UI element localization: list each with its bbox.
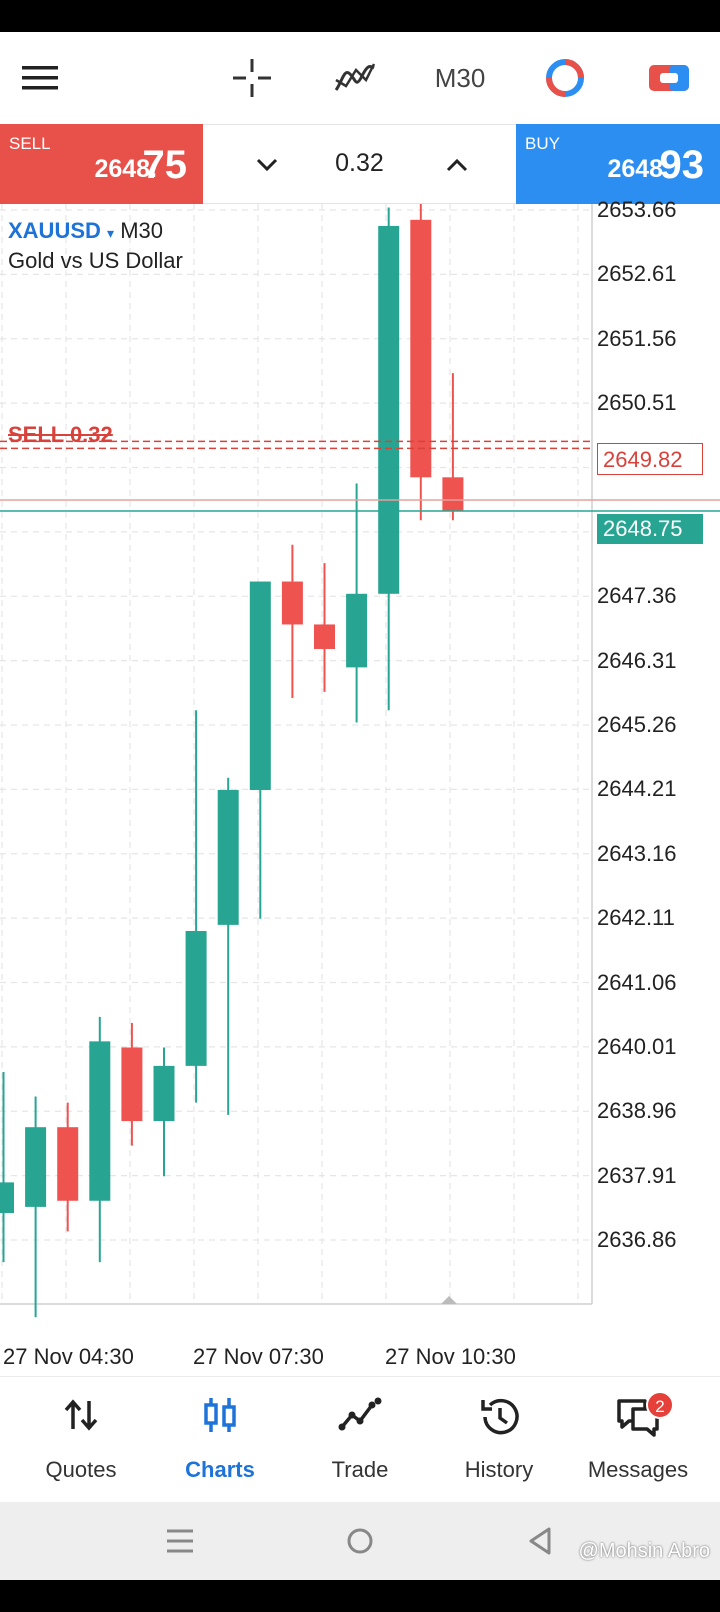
symbol-description: Gold vs US Dollar xyxy=(8,248,183,273)
symbol-timeframe: M30 xyxy=(120,218,163,243)
y-tick-label: 2646.31 xyxy=(597,647,677,673)
back-icon[interactable] xyxy=(523,1524,557,1558)
current-bar-marker xyxy=(441,1296,457,1304)
candle-body xyxy=(346,593,368,668)
nav-charts[interactable]: Charts xyxy=(150,1377,290,1503)
volume-value[interactable]: 0.32 xyxy=(335,149,384,177)
buy-price-prefix: 2648. xyxy=(607,155,670,183)
y-tick-label: 2653.66 xyxy=(597,197,677,222)
y-tick-label: 2637.91 xyxy=(597,1162,677,1188)
trade-panel: SELL 2648. 75 0.32 BUY 2648. 93 xyxy=(0,124,720,204)
candle-body xyxy=(378,225,400,594)
trade-icon xyxy=(290,1395,430,1435)
timeframe-button[interactable]: M30 xyxy=(434,62,486,93)
x-tick-label: 27 Nov 04:30 xyxy=(3,1344,134,1369)
system-navigation-bar xyxy=(0,1502,720,1580)
history-icon xyxy=(429,1395,569,1435)
nav-label-quotes: Quotes xyxy=(45,1457,117,1482)
nav-quotes[interactable]: Quotes xyxy=(11,1377,151,1503)
home-icon[interactable] xyxy=(343,1524,377,1558)
candle-body xyxy=(121,1047,143,1122)
nav-label-trade: Trade xyxy=(331,1457,389,1482)
candle-body xyxy=(0,1182,14,1214)
y-tick-label: 2651.56 xyxy=(597,325,677,351)
x-tick-label: 27 Nov 10:30 xyxy=(385,1344,516,1369)
candle-body xyxy=(217,789,239,925)
candle-body xyxy=(281,581,303,625)
y-tick-label: 2645.26 xyxy=(597,712,677,737)
watermark-text: @Mohsin Abro xyxy=(578,1540,710,1562)
one-click-trading-icon[interactable] xyxy=(644,32,694,124)
symbol-dropdown-icon[interactable]: ▾ xyxy=(107,225,115,241)
y-tick-label: 2642.11 xyxy=(597,905,675,931)
menu-icon[interactable] xyxy=(16,32,64,124)
y-tick-label: 2647.36 xyxy=(597,583,677,609)
indicators-icon[interactable] xyxy=(330,32,380,124)
sell-price-prefix: 2648. xyxy=(94,155,157,183)
crosshair-icon[interactable] xyxy=(228,32,276,124)
volume-selector: 0.32 xyxy=(203,124,516,204)
candle-body xyxy=(89,1041,111,1201)
symbol-header[interactable]: XAUUSD ▾ M30 xyxy=(8,218,163,244)
increase-volume-icon[interactable] xyxy=(439,147,475,183)
position-price-tag: 2649.82 xyxy=(597,443,703,475)
chart-type-icon[interactable] xyxy=(540,32,590,124)
nav-messages[interactable]: 2 Messages xyxy=(568,1377,708,1503)
candle-body xyxy=(185,931,207,1066)
sell-label: SELL xyxy=(9,134,51,153)
symbol-name[interactable]: XAUUSD xyxy=(8,218,101,243)
bottom-navigation: Quotes Charts Trade History 2 Messages xyxy=(0,1376,720,1502)
y-tick-label: 2638.96 xyxy=(597,1098,677,1124)
nav-history[interactable]: History xyxy=(429,1377,569,1503)
x-tick-label: 27 Nov 07:30 xyxy=(193,1344,324,1369)
bid-price-tag: 2648.75 xyxy=(597,514,703,544)
messages-icon xyxy=(568,1395,708,1437)
candle-body xyxy=(314,624,335,649)
sell-price-pips: 75 xyxy=(142,143,188,187)
bottom-bezel xyxy=(0,1580,720,1612)
status-bar xyxy=(0,0,720,32)
position-label[interactable]: SELL 0.32 xyxy=(8,422,113,447)
y-tick-label: 2644.21 xyxy=(597,776,677,802)
nav-label-history: History xyxy=(464,1457,534,1482)
y-tick-label: 2641.06 xyxy=(597,969,677,995)
candle-body xyxy=(25,1127,47,1207)
candle-body xyxy=(410,219,432,478)
candle-body xyxy=(249,581,271,790)
messages-badge: 2 xyxy=(646,1391,674,1419)
buy-label: BUY xyxy=(525,134,560,153)
quotes-icon xyxy=(11,1395,151,1435)
sell-button[interactable]: SELL 2648. 75 xyxy=(0,124,203,204)
nav-label-charts: Charts xyxy=(185,1457,255,1482)
nav-trade[interactable]: Trade xyxy=(290,1377,430,1503)
nav-label-messages: Messages xyxy=(587,1457,689,1482)
price-chart[interactable]: XAUUSD ▾ M30 Gold vs US Dollar SELL 0.32… xyxy=(0,197,720,1376)
buy-button[interactable]: BUY 2648. 93 xyxy=(516,124,720,204)
y-tick-label: 2652.61 xyxy=(597,261,677,287)
recent-apps-icon[interactable] xyxy=(163,1524,197,1558)
y-tick-label: 2643.16 xyxy=(597,840,677,866)
decrease-volume-icon[interactable] xyxy=(249,147,285,183)
charts-icon xyxy=(150,1395,290,1435)
candle-body xyxy=(57,1127,79,1201)
y-tick-label: 2640.01 xyxy=(597,1033,677,1059)
y-tick-label: 2650.51 xyxy=(597,390,677,416)
y-tick-label: 2636.86 xyxy=(597,1227,677,1252)
candlestick-plot[interactable] xyxy=(0,204,720,1376)
chart-toolbar: M30 xyxy=(0,32,720,124)
buy-price-pips: 93 xyxy=(659,143,705,187)
candle-body xyxy=(153,1065,175,1122)
candle-body xyxy=(442,477,464,512)
